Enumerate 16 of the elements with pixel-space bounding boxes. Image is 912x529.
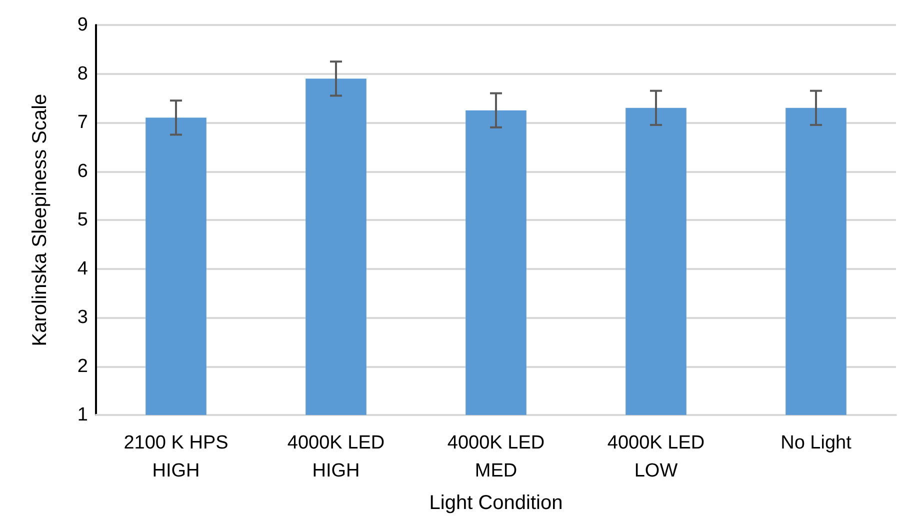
- y-tick-label: 8: [77, 63, 88, 84]
- y-tick-label: 1: [77, 404, 88, 426]
- y-tick-label: 2: [77, 356, 88, 377]
- x-axis-title: Light Condition: [429, 492, 563, 514]
- y-tick-label: 5: [77, 210, 88, 230]
- y-tick-label: 9: [77, 14, 88, 36]
- x-tick-label: 2100 K HPS HIGH: [124, 432, 228, 482]
- y-tick-label: 7: [77, 112, 88, 133]
- y-axis-title: Karolinska Sleepiness Scale: [29, 94, 51, 346]
- y-tick-label: 4: [77, 258, 88, 280]
- y-tick-label: 6: [77, 160, 88, 182]
- x-tick-label: 4000K LED HIGH: [287, 432, 385, 482]
- x-tick-label: 4000K LED MED: [447, 432, 545, 482]
- y-tick-label: 3: [77, 307, 88, 328]
- x-tick-label: 4000K LED LOW: [607, 432, 705, 482]
- x-tick-label: No Light: [780, 432, 852, 454]
